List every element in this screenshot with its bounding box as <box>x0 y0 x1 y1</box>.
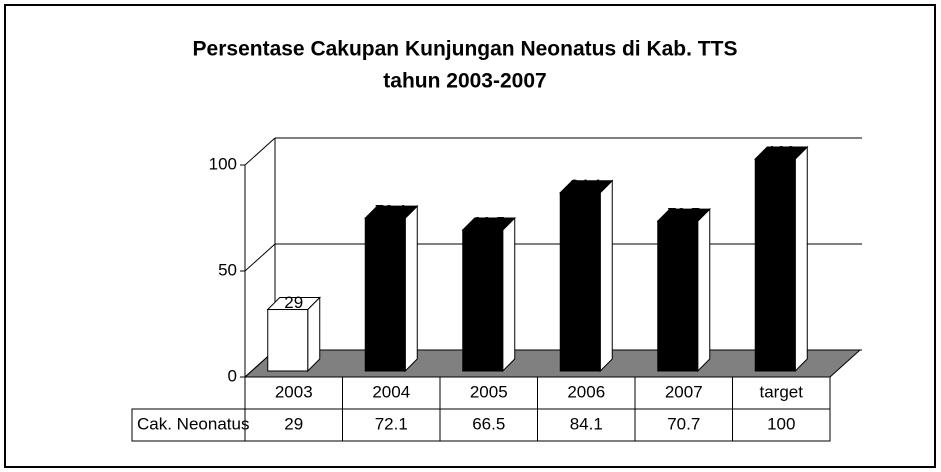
y-tick-label: 0 <box>228 366 237 385</box>
value-label: 100 <box>767 142 795 161</box>
bar <box>559 192 601 372</box>
bar <box>364 217 406 372</box>
value-label: 29 <box>284 293 303 312</box>
table-value: 70.7 <box>667 414 700 433</box>
table-value: 29 <box>284 414 303 433</box>
x-tick-label: 2005 <box>470 382 508 401</box>
x-tick-label: 2003 <box>275 382 313 401</box>
bar-side <box>697 207 711 373</box>
grid-line <box>244 137 276 166</box>
chart-subtitle: tahun 2003-2007 <box>383 70 546 93</box>
bar-side <box>502 216 516 373</box>
bar-side <box>404 204 418 373</box>
table-cell <box>131 408 831 442</box>
bar <box>657 220 699 372</box>
table-row-label: Cak. Neonatus <box>137 414 249 433</box>
bar-side <box>794 145 808 373</box>
chart-title: Persentase Cakupan Kunjungan Neonatus di… <box>193 38 738 61</box>
x-tick-label: 2004 <box>372 382 410 401</box>
bar-side <box>599 179 613 373</box>
x-tick-label: 2007 <box>665 382 703 401</box>
bar <box>267 309 309 372</box>
table-value: 84.1 <box>570 414 603 433</box>
value-label: 66.5 <box>472 214 505 233</box>
value-label: 72.1 <box>375 202 408 221</box>
x-tick-label: 2006 <box>567 382 605 401</box>
table-value: 100 <box>767 414 795 433</box>
bar <box>462 229 504 372</box>
table-value: 66.5 <box>472 414 505 433</box>
bar-side <box>307 296 321 373</box>
y-tick-label: 100 <box>209 154 237 173</box>
bar <box>754 158 796 372</box>
table-value: 72.1 <box>375 414 408 433</box>
x-tick-label: target <box>760 382 804 401</box>
y-tick-label: 50 <box>218 260 237 279</box>
grid-line <box>244 243 276 272</box>
value-label: 70.7 <box>667 205 700 224</box>
value-label: 84.1 <box>570 176 603 195</box>
